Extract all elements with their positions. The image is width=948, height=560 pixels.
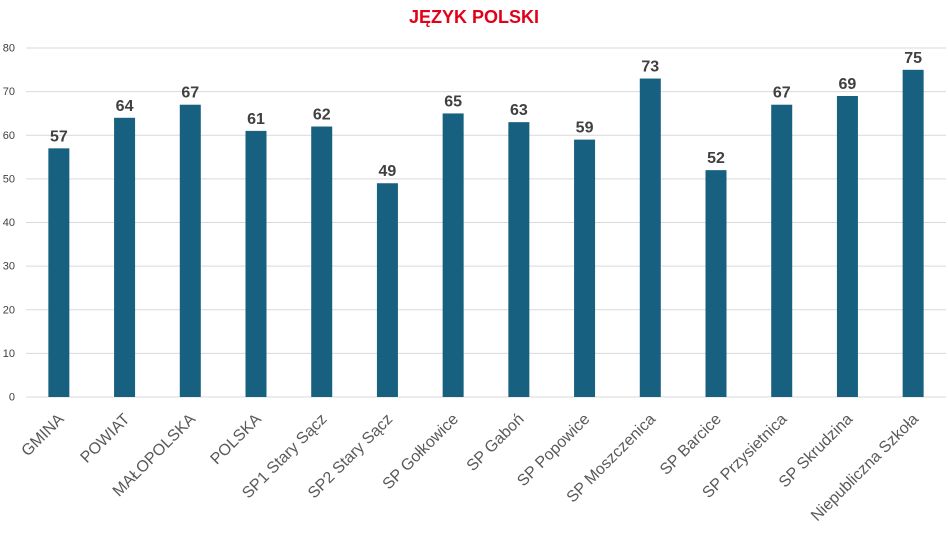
y-tick-label: 40 [3, 217, 15, 229]
x-tick-label: SP Gaboń [464, 411, 528, 475]
data-label: 73 [641, 59, 659, 76]
bar [376, 183, 398, 397]
bar [639, 78, 661, 397]
y-tick-label: 30 [3, 261, 15, 273]
data-label: 49 [379, 163, 397, 180]
bar [48, 148, 70, 397]
y-tick-label: 50 [3, 173, 15, 185]
y-tick-label: 10 [3, 348, 15, 360]
bar [311, 126, 333, 398]
data-label: 69 [839, 76, 857, 93]
bar [442, 113, 464, 397]
bar [902, 69, 924, 397]
y-tick-label: 60 [3, 130, 15, 142]
data-label: 59 [576, 120, 594, 137]
data-label: 67 [773, 85, 791, 102]
data-label: 65 [444, 93, 462, 110]
bar [114, 117, 136, 398]
data-label: 64 [116, 98, 134, 115]
x-tick-label: GMINA [19, 411, 68, 460]
bar [245, 130, 267, 397]
x-tick-label: Niepubliczna Szkoła [808, 411, 922, 525]
data-label: 57 [50, 128, 68, 145]
x-tick-label: POLSKA [208, 411, 266, 469]
bar [705, 170, 727, 397]
bar [574, 139, 596, 398]
x-tick-label: SP Barcice [657, 411, 725, 479]
bar [836, 95, 858, 398]
data-label: 52 [707, 150, 725, 167]
bar [179, 104, 201, 398]
data-label: 61 [247, 111, 265, 128]
y-tick-label: 0 [9, 392, 15, 404]
y-tick-label: 20 [3, 304, 15, 316]
y-tick-label: 70 [3, 86, 15, 98]
bar [771, 104, 793, 398]
chart-title: JĘZYK POLSKI [408, 7, 540, 27]
bar [508, 122, 530, 397]
x-tick-label: POWIAT [78, 411, 134, 467]
y-tick-label: 80 [3, 43, 15, 55]
data-label: 67 [181, 85, 199, 102]
data-label: 63 [510, 102, 528, 119]
data-label: 62 [313, 107, 331, 124]
data-label: 75 [904, 50, 922, 67]
